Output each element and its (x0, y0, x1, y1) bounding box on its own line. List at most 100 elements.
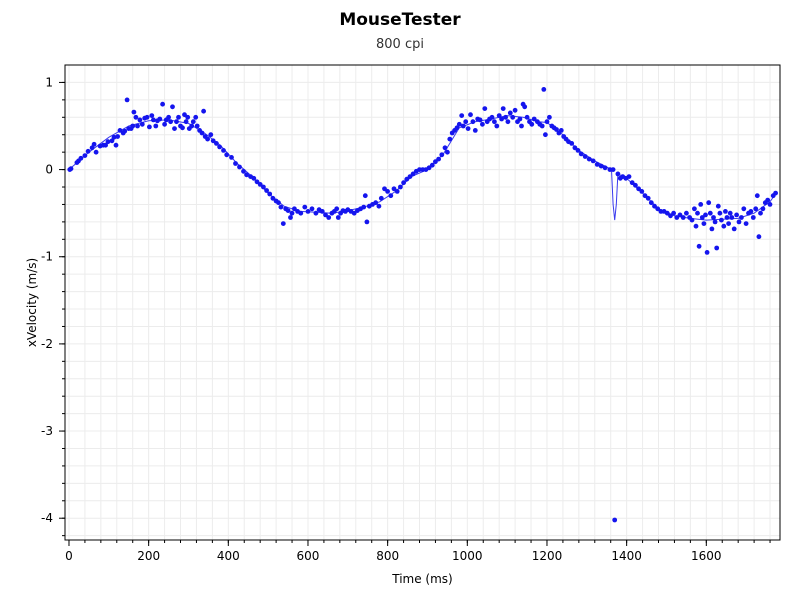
data-point (629, 180, 635, 186)
data-point (394, 189, 400, 194)
data-point (103, 142, 108, 148)
data-point (558, 127, 564, 133)
data-point (522, 104, 528, 110)
data-point (267, 191, 273, 197)
data-point (210, 138, 216, 144)
data-point (298, 210, 304, 216)
data-point (166, 114, 172, 120)
data-point (407, 174, 413, 180)
data-point (426, 165, 432, 171)
plot-background (65, 65, 780, 540)
data-point (677, 212, 683, 218)
data-point (391, 186, 397, 192)
data-point (680, 215, 686, 220)
data-point (741, 206, 747, 212)
data-point (241, 168, 246, 174)
data-point (439, 152, 445, 158)
data-point (144, 114, 150, 120)
y-tick-label: 1 (45, 75, 53, 89)
data-point (652, 203, 657, 209)
data-point (190, 119, 196, 125)
data-point (130, 123, 136, 129)
data-point (695, 210, 700, 216)
data-point (724, 215, 730, 220)
data-point (524, 114, 530, 120)
data-point (727, 210, 733, 216)
data-point (276, 200, 281, 206)
data-point (699, 215, 705, 220)
data-point (373, 200, 379, 206)
data-point (543, 132, 548, 138)
data-point (723, 209, 728, 214)
data-point (170, 104, 175, 110)
x-tick-label: 1200 (532, 549, 563, 563)
x-axis-label: Time (ms) (391, 572, 453, 586)
data-point (598, 163, 604, 169)
data-point (364, 219, 370, 225)
data-point (689, 217, 695, 223)
data-point (539, 123, 545, 129)
data-point (91, 141, 97, 147)
data-point (139, 121, 145, 127)
data-point (499, 116, 504, 122)
data-point (715, 203, 721, 209)
data-point (162, 121, 168, 127)
data-point (703, 212, 708, 218)
x-tick-label: 1600 (691, 549, 722, 563)
data-point (85, 148, 91, 154)
data-point (172, 126, 177, 131)
data-point (586, 156, 592, 162)
data-point (376, 203, 382, 209)
data-point (529, 121, 535, 127)
chart-title: MouseTester (339, 10, 461, 30)
data-point (205, 136, 211, 142)
data-point (117, 127, 123, 133)
data-point (183, 119, 189, 125)
data-point (361, 204, 367, 210)
data-point (82, 153, 88, 159)
data-point (590, 158, 596, 164)
data-point (151, 117, 156, 123)
data-point (454, 125, 460, 131)
x-tick-label: 1000 (452, 549, 483, 563)
data-point (285, 208, 291, 214)
data-point (505, 119, 511, 125)
data-point (612, 517, 618, 523)
data-point (760, 206, 766, 212)
data-point (468, 112, 473, 118)
data-point (633, 182, 638, 188)
data-point (201, 108, 207, 114)
data-point (133, 114, 139, 120)
data-point (684, 210, 689, 216)
data-point (334, 206, 340, 212)
y-tick-label: -1 (41, 250, 53, 264)
data-point (610, 167, 616, 173)
data-point (160, 101, 166, 107)
data-point (712, 219, 718, 225)
data-point (753, 206, 759, 212)
data-point (68, 166, 74, 172)
data-point (257, 182, 263, 187)
y-tick-label: -4 (41, 511, 53, 525)
data-point (636, 186, 641, 192)
data-point (302, 204, 308, 210)
data-point (442, 145, 448, 151)
data-point (721, 223, 727, 229)
data-point (131, 109, 137, 115)
plot-frame (64, 64, 781, 541)
data-point (313, 210, 319, 216)
data-point (664, 210, 670, 216)
data-point (582, 154, 588, 159)
data-point (378, 195, 384, 201)
data-point (280, 221, 286, 227)
data-point (648, 200, 654, 206)
data-point (645, 195, 651, 201)
data-point (698, 202, 704, 207)
x-tick-label: 800 (376, 549, 399, 563)
data-point (309, 206, 315, 212)
data-point (237, 164, 242, 170)
data-point (388, 193, 394, 199)
data-point (594, 162, 600, 167)
data-point (398, 184, 403, 190)
